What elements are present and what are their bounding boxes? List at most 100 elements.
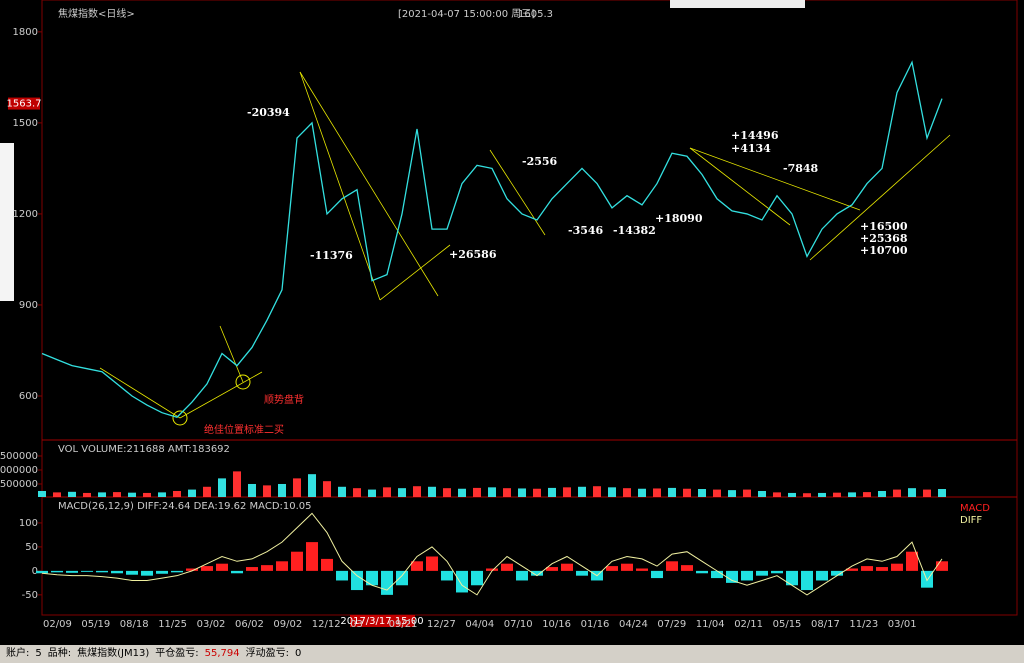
- annotation-note: 绝佳位置标准二买: [204, 423, 284, 436]
- status-value: 5: [35, 648, 42, 659]
- y-tick-label: 0: [32, 566, 38, 577]
- annotation: +10700: [860, 244, 908, 257]
- macd-bar: [81, 570, 93, 572]
- macd-bar: [456, 570, 468, 593]
- macd-bar: [36, 570, 48, 574]
- header-price: 1605.3: [518, 9, 553, 20]
- macd-bar: [636, 568, 648, 571]
- volume-bar: [338, 486, 346, 497]
- macd-bar: [441, 570, 453, 581]
- date-label: 05/19: [81, 619, 110, 630]
- macd-bar: [321, 558, 333, 571]
- date-label: 03: [350, 619, 363, 630]
- volume-bar: [713, 489, 721, 497]
- last-price-box: [8, 97, 40, 110]
- macd-bar: [306, 542, 318, 571]
- legend-entry: DIFF: [960, 515, 982, 526]
- macd-bar: [876, 567, 888, 571]
- macd-bar: [126, 570, 138, 575]
- volume-bar: [143, 492, 151, 497]
- header-title: 焦煤指数<日线>: [58, 7, 135, 20]
- macd-bar: [486, 568, 498, 571]
- y-tick-label: 900: [19, 300, 38, 311]
- volume-bar: [563, 487, 571, 497]
- date-label: 04/04: [465, 619, 494, 630]
- date-label: 07/29: [657, 619, 686, 630]
- volume-bar: [188, 489, 196, 497]
- volume-bar: [263, 485, 271, 497]
- volume-bar: [578, 486, 586, 497]
- volume-bar: [818, 492, 826, 497]
- volume-bar: [623, 488, 631, 497]
- macd-bar: [621, 563, 633, 571]
- volume-bar: [278, 483, 286, 497]
- volume-bar: [848, 492, 856, 497]
- volume-bar: [788, 492, 796, 497]
- volume-bar: [743, 489, 751, 497]
- volume-bar: [53, 492, 61, 497]
- macd-bar: [276, 561, 288, 571]
- volume-bar: [893, 489, 901, 497]
- frame: [41, 0, 1018, 616]
- y-tick-label: 1200: [13, 209, 38, 220]
- annotation: -2556: [522, 155, 558, 168]
- y-tick-label: 100: [19, 518, 38, 529]
- annotation: -11376: [310, 249, 353, 262]
- macd-bar: [261, 565, 273, 571]
- draw-toolbar[interactable]: [0, 143, 14, 301]
- y-tick-label: -50: [22, 590, 38, 601]
- date-label: 02/09: [43, 619, 72, 630]
- macd-bar: [141, 570, 153, 576]
- volume-bar: [503, 488, 511, 497]
- macd-bar: [291, 551, 303, 571]
- cursor-date-box: [350, 615, 415, 627]
- panel-title: VOL VOLUME:211688 AMT:183692: [58, 444, 230, 455]
- volume-bar: [548, 487, 556, 497]
- macd-bar: [801, 570, 813, 591]
- macd-bar: [711, 570, 723, 579]
- macd-bar: [681, 565, 693, 571]
- status-label: 平仓盈亏:: [155, 648, 199, 659]
- volume-bar: [488, 487, 496, 497]
- date-label: 09/02: [273, 619, 302, 630]
- date-label: 05/15: [773, 619, 802, 630]
- toolbar[interactable]: [670, 0, 805, 8]
- macd-bar: [696, 570, 708, 574]
- volume-bar: [863, 492, 871, 497]
- volume-bar: [458, 488, 466, 497]
- macd-bar: [741, 570, 753, 581]
- diff-line: [41, 512, 943, 596]
- macd-bar: [531, 570, 543, 576]
- date-label: 07/10: [504, 619, 533, 630]
- macd-bar: [186, 568, 198, 571]
- macd-bar: [336, 570, 348, 581]
- status-value: 0: [294, 648, 302, 659]
- y-tick-label: 1800: [13, 27, 38, 38]
- volume-bar: [638, 488, 646, 497]
- macd-bar: [516, 570, 528, 581]
- volume-bar: [908, 488, 916, 497]
- volume-bar: [113, 492, 121, 497]
- macd-bar: [576, 570, 588, 576]
- date-label: 11/23: [849, 619, 878, 630]
- macd-bar: [201, 566, 213, 571]
- volume-bar: [653, 488, 661, 497]
- panel-title: MACD(26,12,9) DIFF:24.64 DEA:19.62 MACD:…: [58, 501, 312, 512]
- cursor-date: 2017/3/17 15:00: [340, 616, 423, 627]
- annotation: +4134: [731, 142, 771, 155]
- volume-bar: [668, 487, 676, 497]
- macd-bar: [501, 563, 513, 571]
- volume-bar: [383, 487, 391, 497]
- date-label: 03/01: [888, 619, 917, 630]
- macd-bar: [546, 567, 558, 571]
- date-label: 11/04: [696, 619, 725, 630]
- date-label: 11/25: [158, 619, 187, 630]
- macd-bar: [66, 570, 78, 573]
- macd-bar: [171, 570, 183, 573]
- volume-bar: [323, 481, 331, 497]
- macd-bar: [366, 570, 378, 586]
- status-value: 55,794: [204, 648, 240, 659]
- volume-bar: [593, 486, 601, 497]
- volume-bar: [773, 492, 781, 497]
- macd-bar: [771, 570, 783, 574]
